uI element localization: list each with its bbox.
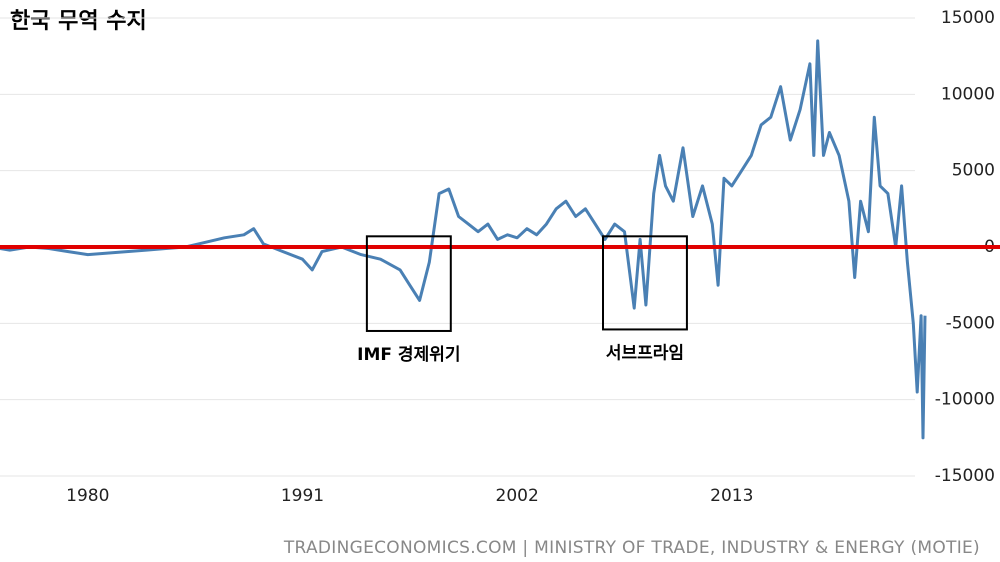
x-tick-label: 2013 [710, 486, 753, 506]
y-tick-label: 5000 [952, 161, 995, 181]
source: TRADINGECONOMICS.COM | MINISTRY OF TRADE… [283, 538, 980, 558]
annotation-label: IMF 경제위기 [357, 345, 460, 365]
y-tick-label: 15000 [941, 8, 995, 28]
x-tick-label: 1991 [281, 486, 324, 506]
y-tick-label: -5000 [946, 313, 995, 333]
annotation-box [602, 235, 688, 331]
chart-title: 한국 무역 수지 [10, 9, 147, 34]
y-tick-label: -10000 [935, 390, 995, 410]
y-tick-label: -15000 [935, 466, 995, 486]
annotation-box [365, 235, 452, 332]
x-tick-label: 2002 [496, 486, 539, 506]
data-line [0, 39, 927, 440]
y-tick-label: 10000 [941, 84, 995, 104]
annotation-label: 서브프라임 [606, 342, 684, 363]
x-tick-label: 1980 [66, 486, 109, 506]
